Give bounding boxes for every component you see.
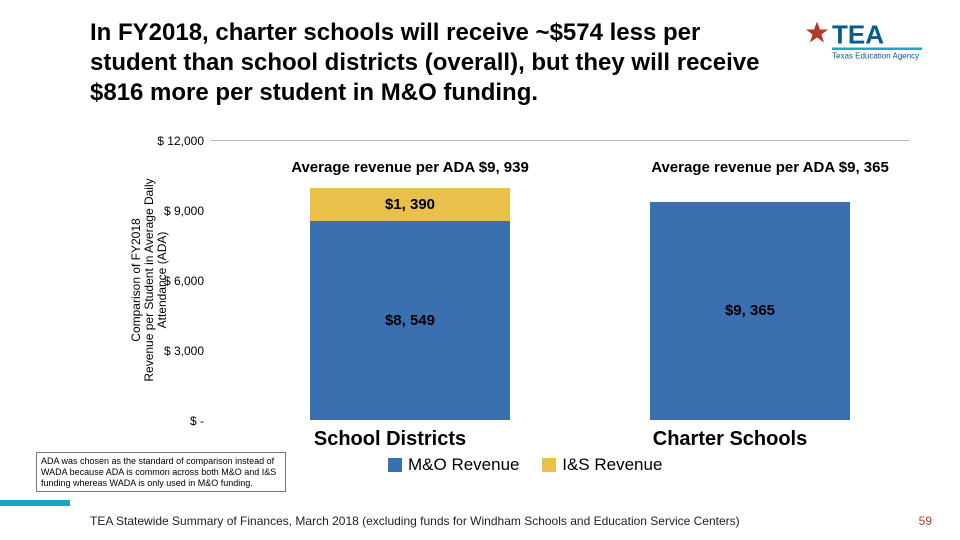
source-line: TEA Statewide Summary of Finances, March…	[90, 514, 740, 528]
ytick-6000: $ 6,000	[148, 274, 204, 288]
tea-logo-svg: TEA Texas Education Agency	[806, 18, 936, 74]
legend: M&O Revenue I&S Revenue	[370, 455, 662, 475]
bar-school-districts: $1, 390 $8, 549	[310, 188, 510, 420]
bar-label-mo-charter-schools: $9, 365	[725, 302, 775, 319]
chart-area: Comparison of FY2018 Revenue per Student…	[90, 140, 910, 430]
bar-seg-is-school-districts: $1, 390	[310, 188, 510, 220]
legend-swatch-is	[542, 458, 556, 472]
footer-accent	[0, 500, 70, 506]
bar-callout-charter-schools: Average revenue per ADA $9, 365	[610, 159, 930, 176]
slide: TEA Texas Education Agency In FY2018, ch…	[0, 0, 960, 540]
legend-label-is: I&S Revenue	[562, 455, 662, 474]
plot-region: $ 12,000 $ 9,000 $ 6,000 $ 3,000 $ - Ave…	[210, 140, 910, 420]
xcat-charter-schools: Charter Schools	[580, 428, 880, 451]
ytick-12000: $ 12,000	[148, 134, 204, 148]
bar-charter-schools: $9, 365	[650, 202, 850, 421]
page-title: In FY2018, charter schools will receive …	[90, 18, 790, 108]
xcat-school-districts: School Districts	[245, 428, 535, 451]
page-number: 59	[919, 514, 932, 528]
ytick-3000: $ 3,000	[148, 344, 204, 358]
ytick-9000: $ 9,000	[148, 204, 204, 218]
svg-text:Texas Education Agency: Texas Education Agency	[832, 52, 919, 61]
bar-callout-school-districts: Average revenue per ADA $9, 939	[270, 159, 550, 176]
footnote-box: ADA was chosen as the standard of compar…	[36, 452, 286, 492]
legend-label-mo: M&O Revenue	[408, 455, 520, 474]
svg-text:TEA: TEA	[832, 20, 884, 50]
ytick-0: $ -	[148, 414, 204, 428]
bar-seg-mo-charter-schools: $9, 365	[650, 202, 850, 421]
bar-label-mo-school-districts: $8, 549	[385, 312, 435, 329]
legend-swatch-mo	[388, 458, 402, 472]
tea-logo: TEA Texas Education Agency	[806, 18, 936, 79]
bar-seg-mo-school-districts: $8, 549	[310, 221, 510, 421]
bar-label-is-school-districts: $1, 390	[385, 196, 435, 213]
